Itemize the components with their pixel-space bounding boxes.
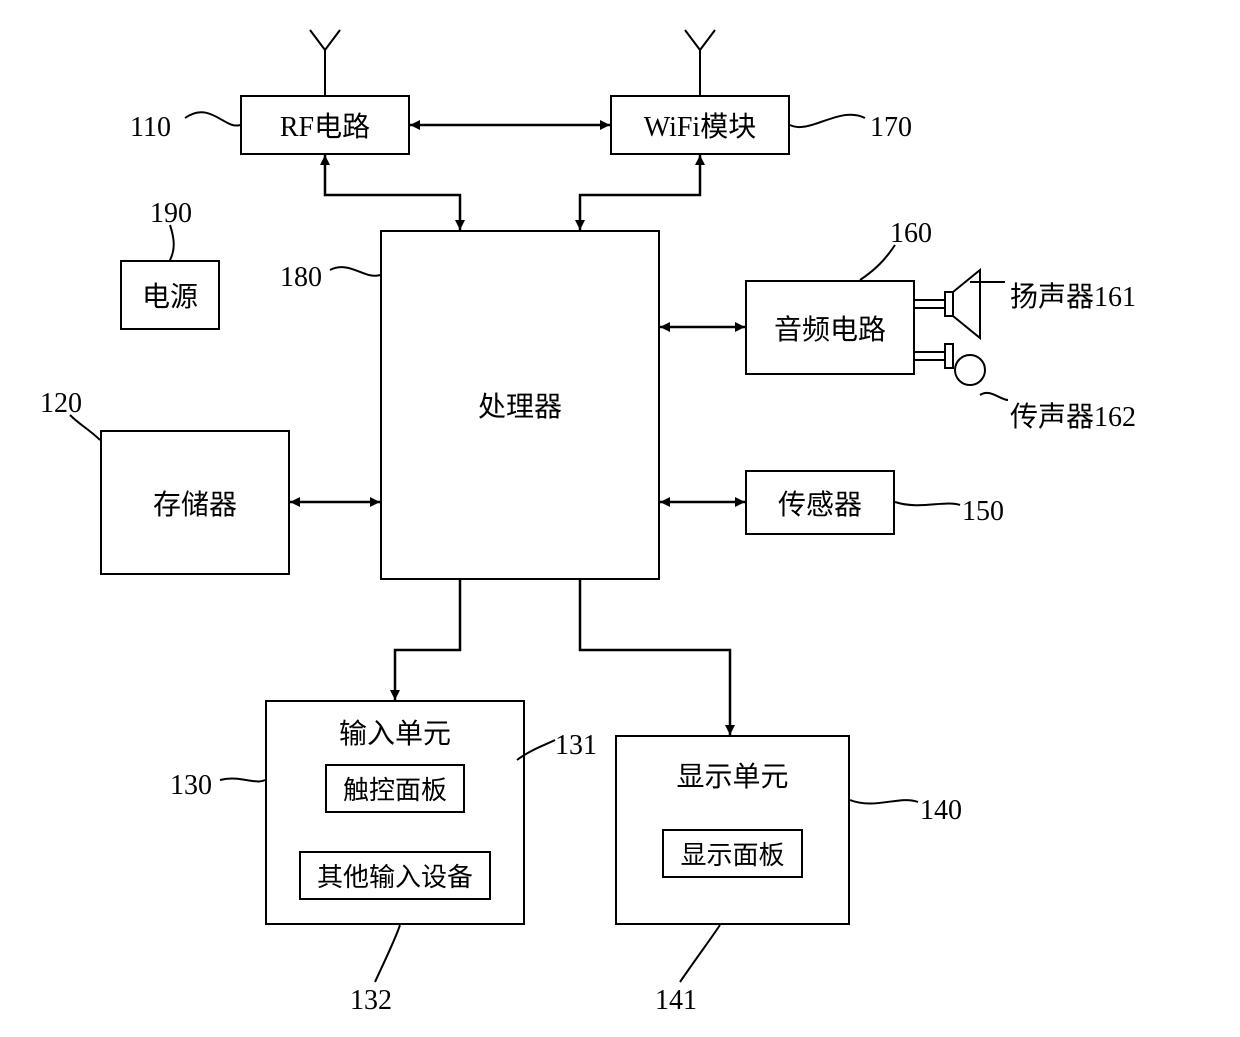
- sensor-box: 传感器: [745, 470, 895, 535]
- rf-circuit-box: RF电路: [240, 95, 410, 155]
- wifi-module-label: WiFi模块: [644, 105, 756, 145]
- ref-140: 140: [920, 795, 962, 827]
- display-unit-box: 显示单元 显示面板: [615, 735, 850, 925]
- sensor-label: 传感器: [778, 483, 862, 523]
- ref-150: 150: [962, 496, 1004, 528]
- memory-box: 存储器: [100, 430, 290, 575]
- power-box: 电源: [120, 260, 220, 330]
- display-unit-label: 显示单元: [676, 755, 788, 795]
- mic-label: 传声器162: [1010, 395, 1136, 435]
- ref-131: 131: [555, 730, 597, 762]
- memory-label: 存储器: [153, 483, 237, 523]
- ref-141: 141: [655, 985, 697, 1017]
- other-input-label: 其他输入设备: [317, 863, 473, 892]
- input-unit-box: 输入单元 触控面板 其他输入设备: [265, 700, 525, 925]
- input-unit-label: 输入单元: [339, 712, 451, 752]
- other-input-box: 其他输入设备: [299, 851, 491, 900]
- wifi-antenna-icon: [685, 30, 715, 95]
- touch-panel-box: 触控面板: [325, 764, 465, 813]
- power-label: 电源: [142, 275, 198, 315]
- wifi-module-box: WiFi模块: [610, 95, 790, 155]
- rf-circuit-label: RF电路: [280, 105, 370, 145]
- microphone-icon: [915, 344, 985, 385]
- ref-110: 110: [130, 112, 171, 144]
- ref-132: 132: [350, 985, 392, 1017]
- speaker-icon: [915, 270, 980, 338]
- processor-label: 处理器: [478, 385, 562, 425]
- audio-circuit-label: 音频电路: [774, 308, 886, 348]
- display-panel-label: 显示面板: [680, 841, 784, 870]
- ref-160: 160: [890, 218, 932, 250]
- audio-circuit-box: 音频电路: [745, 280, 915, 375]
- ref-120: 120: [40, 388, 82, 420]
- ref-130: 130: [170, 770, 212, 802]
- ref-170: 170: [870, 112, 912, 144]
- display-panel-box: 显示面板: [662, 829, 802, 878]
- ref-180: 180: [280, 262, 322, 294]
- touch-panel-label: 触控面板: [343, 776, 447, 805]
- ref-190: 190: [150, 198, 192, 230]
- processor-box: 处理器: [380, 230, 660, 580]
- speaker-label: 扬声器161: [1010, 275, 1136, 315]
- rf-antenna-icon: [310, 30, 340, 95]
